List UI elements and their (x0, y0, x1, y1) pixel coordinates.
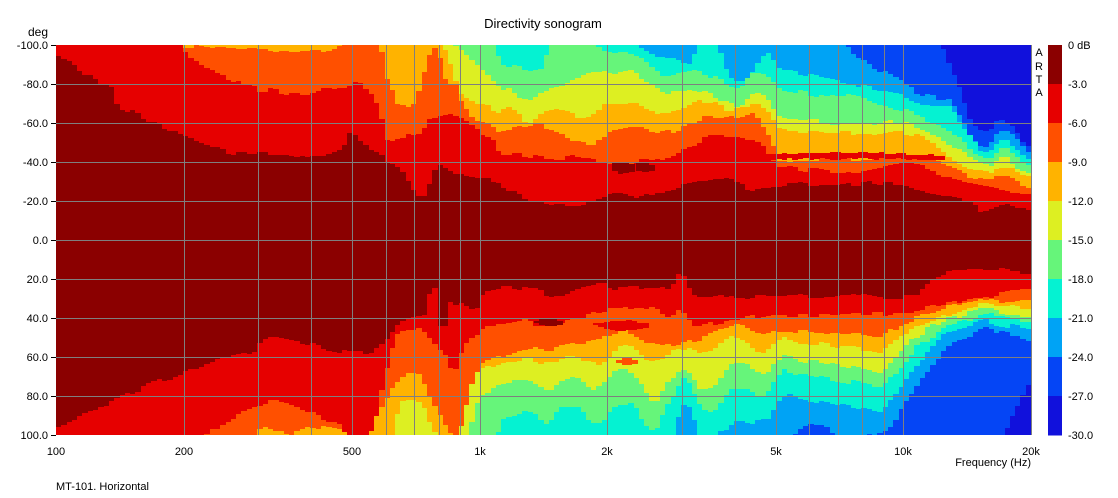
svg-text:-9.0: -9.0 (1068, 157, 1087, 169)
svg-text:100: 100 (47, 446, 65, 458)
svg-text:-60.0: -60.0 (23, 118, 48, 130)
svg-text:0 dB: 0 dB (1068, 40, 1091, 52)
svg-text:-3.0: -3.0 (1068, 79, 1087, 91)
svg-text:MT-101. Horizontal: MT-101. Horizontal (56, 481, 149, 493)
svg-text:5k: 5k (770, 446, 782, 458)
svg-text:1k: 1k (474, 446, 486, 458)
svg-text:-21.0: -21.0 (1068, 313, 1093, 325)
svg-text:500: 500 (343, 446, 361, 458)
svg-text:Frequency (Hz): Frequency (Hz) (955, 457, 1031, 469)
svg-text:100.0: 100.0 (20, 430, 48, 442)
svg-text:10k: 10k (894, 446, 912, 458)
svg-text:2k: 2k (601, 446, 613, 458)
svg-text:80.0: 80.0 (27, 391, 48, 403)
svg-text:R: R (1035, 61, 1043, 73)
svg-text:-80.0: -80.0 (23, 79, 48, 91)
svg-text:-24.0: -24.0 (1068, 352, 1093, 364)
svg-text:Directivity sonogram: Directivity sonogram (484, 16, 602, 31)
svg-text:-100.0: -100.0 (17, 40, 48, 52)
svg-text:deg: deg (28, 25, 48, 39)
svg-text:-40.0: -40.0 (23, 157, 48, 169)
svg-text:60.0: 60.0 (27, 352, 48, 364)
svg-text:A: A (1035, 47, 1043, 59)
svg-text:0.0: 0.0 (33, 235, 48, 247)
svg-text:-6.0: -6.0 (1068, 118, 1087, 130)
svg-text:-30.0: -30.0 (1068, 430, 1093, 442)
svg-text:20k: 20k (1022, 446, 1040, 458)
svg-text:T: T (1036, 74, 1043, 86)
svg-text:-12.0: -12.0 (1068, 196, 1093, 208)
svg-text:-15.0: -15.0 (1068, 235, 1093, 247)
svg-text:-18.0: -18.0 (1068, 274, 1093, 286)
svg-text:A: A (1035, 87, 1043, 99)
svg-text:-20.0: -20.0 (23, 196, 48, 208)
svg-text:-27.0: -27.0 (1068, 391, 1093, 403)
svg-text:200: 200 (175, 446, 193, 458)
svg-text:40.0: 40.0 (27, 313, 48, 325)
svg-text:20.0: 20.0 (27, 274, 48, 286)
